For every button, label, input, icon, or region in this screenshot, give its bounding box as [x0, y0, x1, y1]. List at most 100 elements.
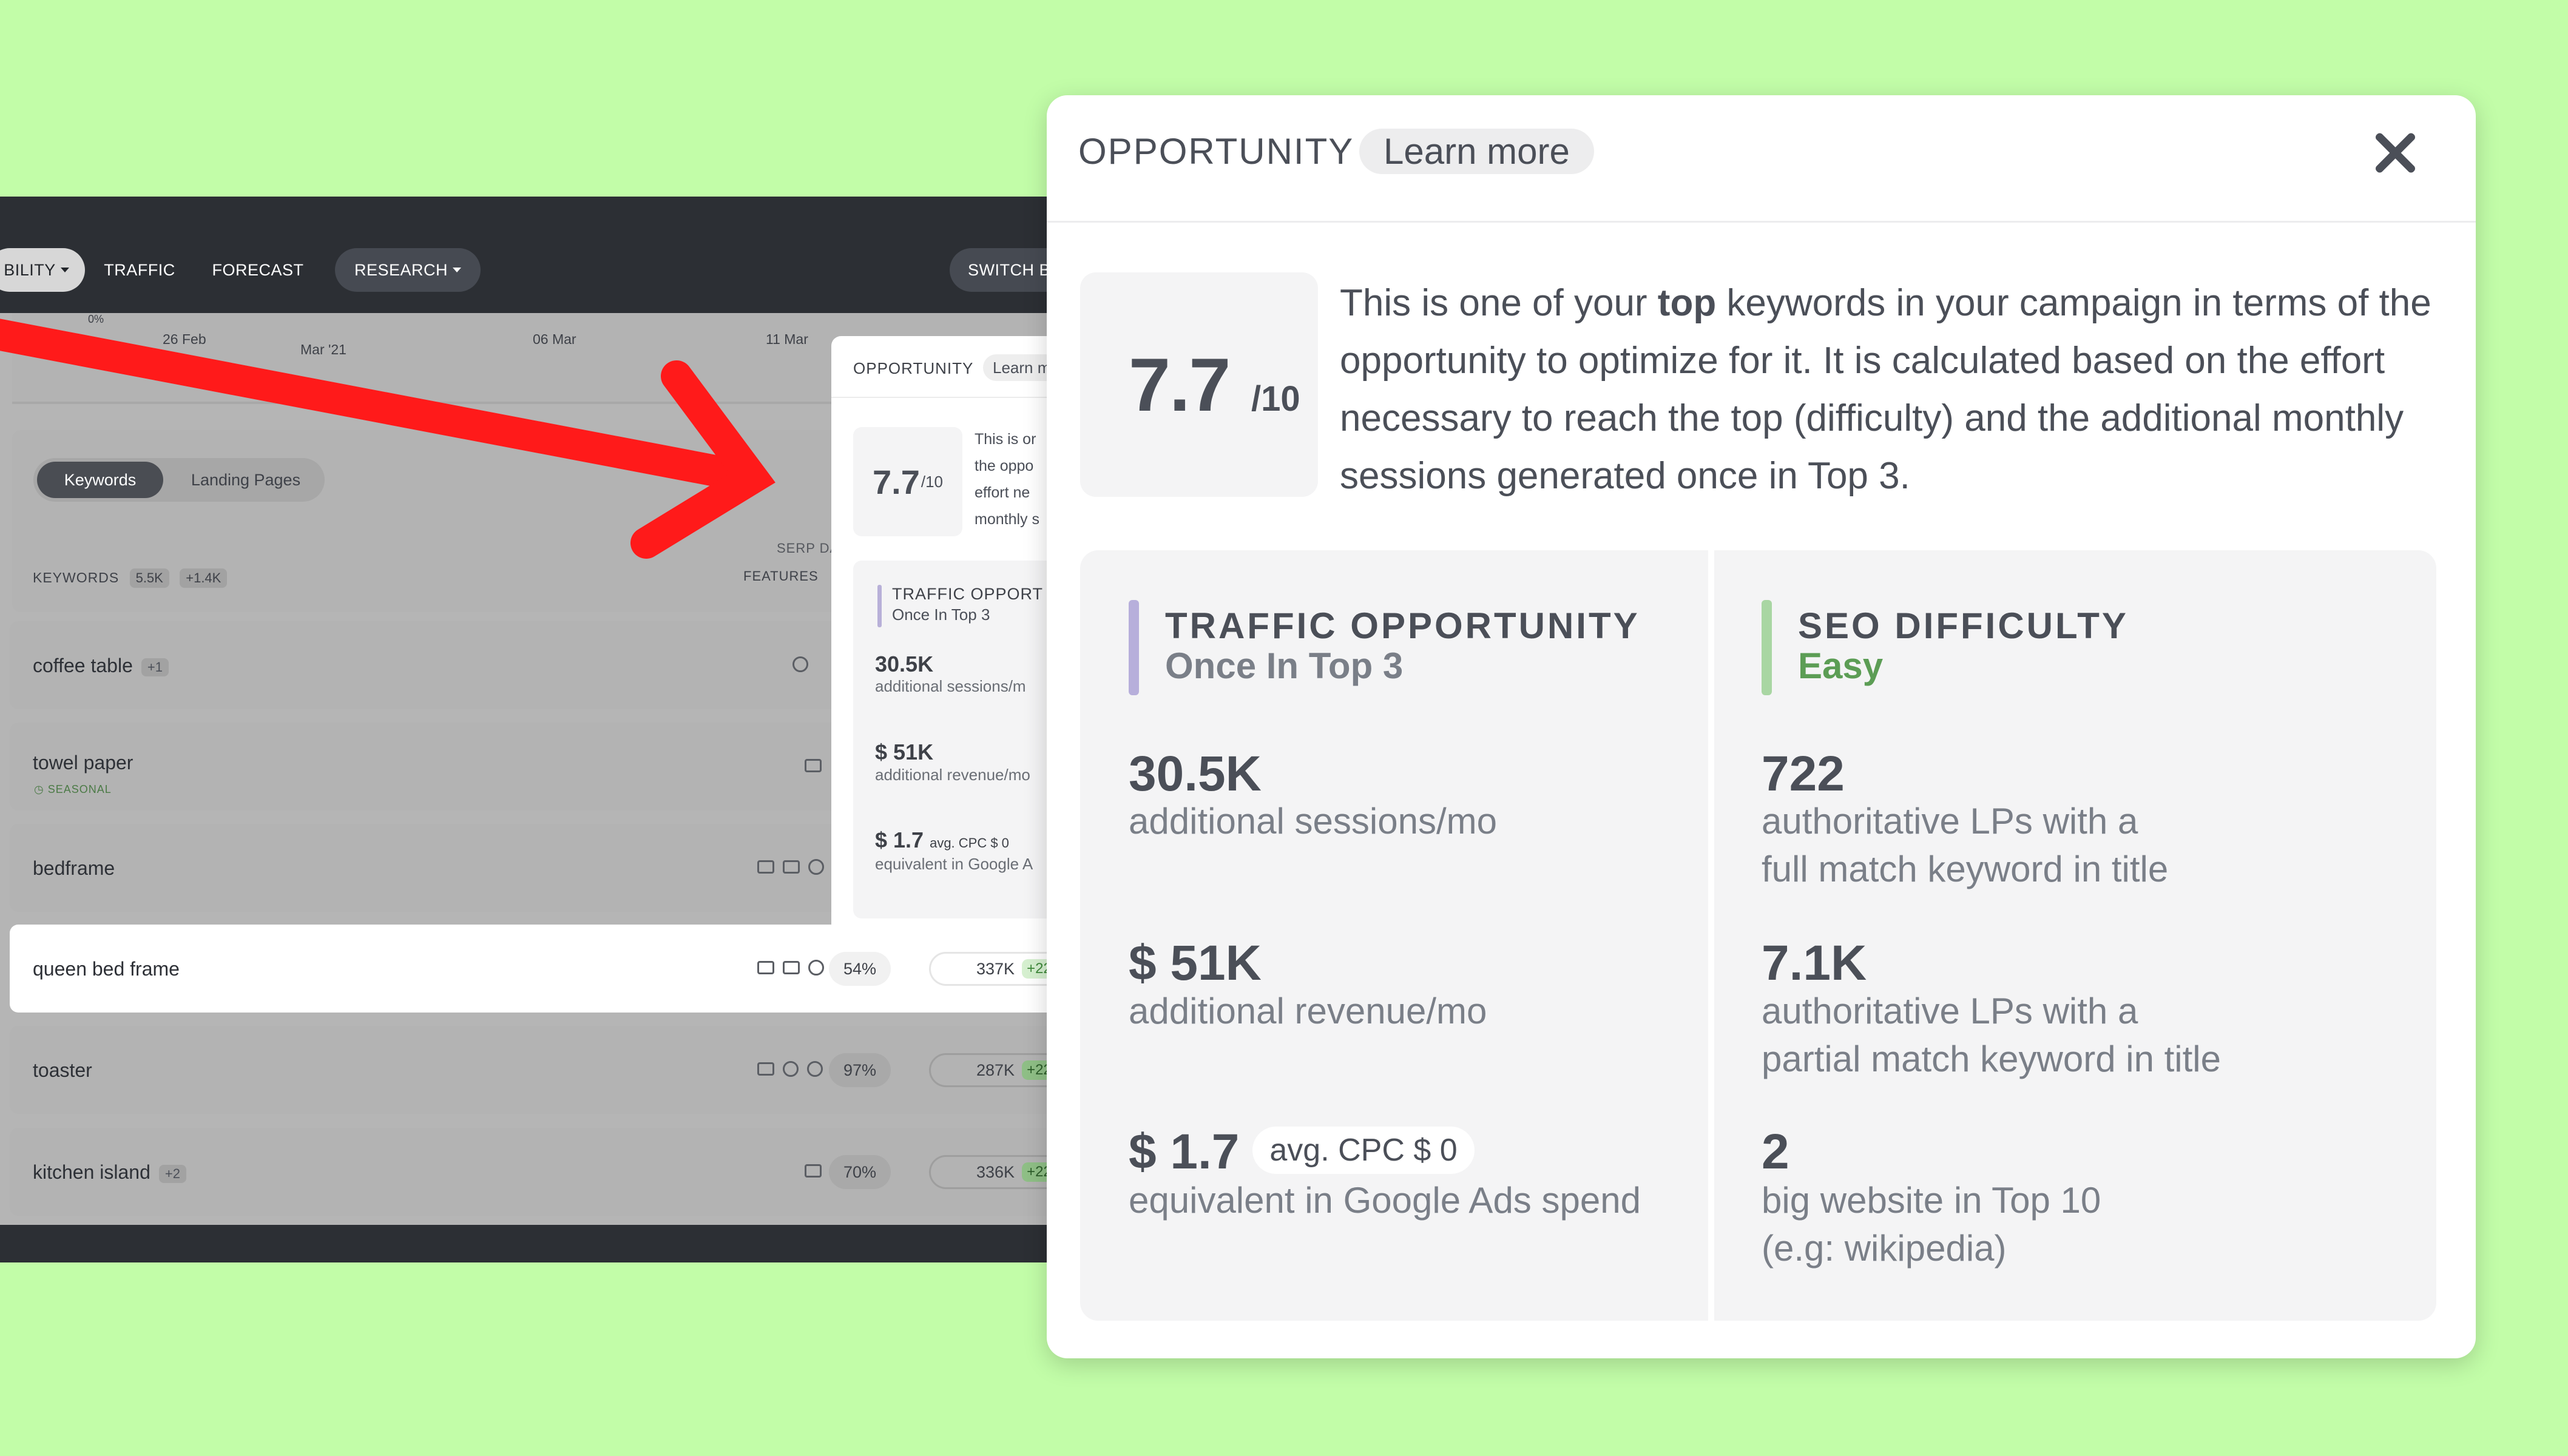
- partial-match-label: authoritative LPs with a partial match ke…: [1762, 987, 2221, 1083]
- leaf-icon: [792, 656, 808, 672]
- map-pin-icon: [808, 960, 824, 976]
- popup-header: OPPORTUNITY Learn more: [1047, 95, 2476, 223]
- keyword-cell: toaster: [33, 1059, 92, 1082]
- nav-switch-button[interactable]: SWITCH B: [950, 248, 1056, 292]
- image-feature-icon: [757, 961, 774, 974]
- mini-sessions-value: 30.5K: [875, 652, 934, 676]
- score-max: /10: [1251, 379, 1300, 419]
- big-sites-label: big website in Top 10 (e.g: wikipedia): [1762, 1176, 2101, 1272]
- mini-description-line: monthly s: [975, 511, 1039, 528]
- nav-forecast[interactable]: FORECAST: [200, 248, 316, 292]
- seasonal-label: SEASONAL: [47, 783, 112, 795]
- serp-features: [757, 1053, 823, 1085]
- top-navigation-bar: BILITY TRAFFIC FORECAST RESEARCH SWITCH …: [0, 197, 1056, 313]
- nav-traffic[interactable]: TRAFFIC: [91, 248, 188, 292]
- question-icon: [807, 1061, 823, 1077]
- keyword-cell: bedframe: [33, 857, 115, 880]
- axis-tick-label: 0%: [88, 313, 104, 325]
- learn-more-button[interactable]: Learn more: [1359, 129, 1594, 174]
- mini-cpc-value: $ 1.7: [875, 827, 924, 852]
- image-feature-icon: [805, 759, 822, 772]
- keyword-variants-badge: +2: [158, 1164, 186, 1183]
- volume-value: 337K: [976, 959, 1015, 978]
- red-arrow-annotation: [0, 318, 775, 559]
- seo-panel-title: SEO DIFFICULTY: [1798, 605, 2129, 646]
- nav-switch-label: SWITCH B: [968, 260, 1050, 279]
- label-line: big website in Top 10: [1762, 1180, 2101, 1221]
- ctr-percent: 54%: [829, 952, 891, 986]
- sessions-label: additional sessions/mo: [1129, 801, 1498, 841]
- label-line: (e.g: wikipedia): [1762, 1228, 2007, 1269]
- axis-tick-label: 26 Feb: [163, 331, 206, 347]
- serp-features: [757, 952, 824, 983]
- search-volume[interactable]: 337K +22: [929, 952, 1056, 986]
- full-match-value: 722: [1762, 746, 1845, 801]
- cpc-label: equivalent in Google Ads spend: [1129, 1180, 1641, 1221]
- mini-cpc-label: equivalent in Google A: [875, 855, 1033, 873]
- mini-sessions-label: additional sessions/m: [875, 677, 1026, 695]
- sessions-value: 30.5K: [1129, 746, 1262, 801]
- nav-visibility-dropdown[interactable]: BILITY: [0, 248, 85, 292]
- app-footer-bar: [0, 1225, 1056, 1262]
- volume-value: 287K: [976, 1060, 1015, 1079]
- label-line: authoritative LPs with a: [1762, 801, 2138, 841]
- mini-traffic-panel: TRAFFIC OPPORT Once In Top 3 30.5K addit…: [853, 561, 1056, 918]
- table-row[interactable]: toaster 97% 287K +22: [10, 1026, 1056, 1114]
- traffic-panel-title: TRAFFIC OPPORTUNITY: [1165, 605, 1640, 646]
- traffic-opportunity-panel: TRAFFIC OPPORTUNITY Once In Top 3 30.5K …: [1080, 550, 1708, 1321]
- column-header-keywords[interactable]: KEYWORDS 5.5K +1.4K: [33, 568, 228, 588]
- close-icon[interactable]: [2368, 127, 2421, 179]
- arrow-head: [630, 360, 775, 559]
- revenue-label: additional revenue/mo: [1129, 991, 1487, 1031]
- map-pin-icon: [808, 859, 824, 875]
- mini-learn-more-button[interactable]: Learn m: [983, 354, 1056, 381]
- caret-down-icon: [60, 268, 69, 272]
- description-text: This is one of your: [1340, 282, 1658, 324]
- table-row[interactable]: kitchen island +2 70% 336K +22: [10, 1128, 1056, 1216]
- mini-score-max: /10: [921, 472, 943, 491]
- mini-revenue-value: $ 51K: [875, 740, 934, 764]
- mini-score-value: 7.7: [872, 462, 920, 501]
- keyword-variants-badge: +1: [141, 658, 169, 676]
- tab-landing-pages[interactable]: Landing Pages: [191, 470, 301, 489]
- table-row-selected[interactable]: queen bed frame 54% 337K +22: [10, 925, 1056, 1013]
- opportunity-score-box: 7.7 /10: [1080, 272, 1318, 497]
- arrow-shaft: [0, 318, 740, 491]
- score-description: This is one of your top keywords in your…: [1340, 274, 2438, 505]
- keyword-app-window: BILITY TRAFFIC FORECAST RESEARCH SWITCH …: [0, 197, 1056, 1262]
- accent-bar: [877, 585, 882, 627]
- nav-research-dropdown[interactable]: RESEARCH: [335, 248, 481, 292]
- cpc-value: $ 1.7: [1129, 1124, 1240, 1179]
- divider: [831, 397, 1056, 398]
- gallery-feature-icon: [783, 961, 800, 974]
- serp-features: [805, 1155, 822, 1187]
- serp-features: [792, 649, 808, 680]
- image-feature-icon: [757, 860, 774, 874]
- big-sites-value: 2: [1762, 1124, 1789, 1179]
- search-volume[interactable]: 287K +22: [929, 1053, 1056, 1087]
- mini-popup-title: OPPORTUNITY: [853, 359, 974, 377]
- mini-revenue-label: additional revenue/mo: [875, 766, 1030, 784]
- nav-forecast-label: FORECAST: [212, 260, 304, 279]
- keywords-count-badge: 5.5K: [129, 568, 169, 588]
- seo-accent-bar: [1762, 600, 1772, 695]
- volume-value: 336K: [976, 1162, 1015, 1181]
- keyword-text: toaster: [33, 1059, 92, 1081]
- search-volume[interactable]: 336K +22: [929, 1155, 1056, 1189]
- keyword-text: towel paper: [33, 752, 133, 774]
- mini-traffic-title: TRAFFIC OPPORT: [892, 585, 1044, 603]
- mini-opportunity-popup: OPPORTUNITY Learn m 7.7/10 This is or th…: [831, 336, 1056, 934]
- keyword-text: queen bed frame: [33, 958, 180, 980]
- tab-keywords[interactable]: Keywords: [37, 462, 163, 498]
- keyword-text: bedframe: [33, 857, 115, 879]
- score-value: 7.7: [1129, 343, 1231, 427]
- column-header-label: KEYWORDS: [33, 570, 120, 585]
- partial-match-value: 7.1K: [1762, 935, 1867, 991]
- column-header-serp: SERP DA: [777, 541, 840, 556]
- seasonal-badge: ◷ SEASONAL: [34, 783, 112, 795]
- mini-cpc-badge: avg. CPC $ 0: [930, 835, 1009, 851]
- column-header-features[interactable]: FEATURES: [743, 568, 819, 584]
- keyword-cell: kitchen island +2: [33, 1161, 186, 1184]
- view-tabs: Keywords Landing Pages: [33, 458, 325, 502]
- mini-description-line: effort ne: [975, 484, 1030, 501]
